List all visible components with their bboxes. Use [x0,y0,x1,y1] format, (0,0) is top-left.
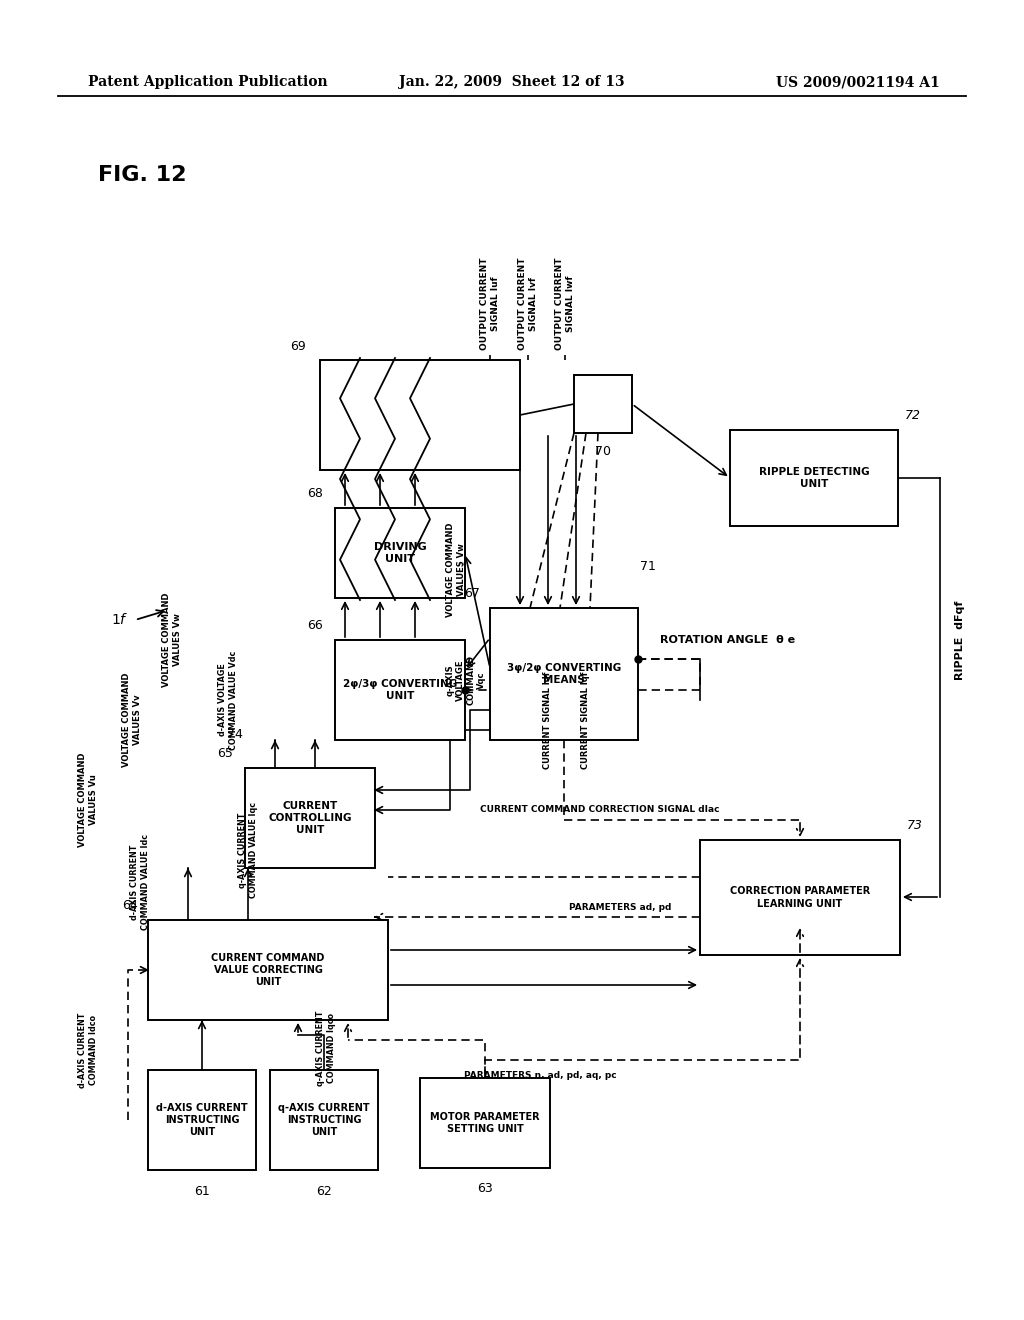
Text: q-AXIS
VOLTAGE
COMMAND
Vqc: q-AXIS VOLTAGE COMMAND Vqc [445,655,486,705]
Text: VOLTAGE COMMAND
VALUES Vv: VOLTAGE COMMAND VALUES Vv [122,673,141,767]
Bar [245,768,375,869]
Text: 70: 70 [595,445,611,458]
Text: VOLTAGE COMMAND
VALUES Vu: VOLTAGE COMMAND VALUES Vu [78,752,97,847]
Text: 67: 67 [464,587,480,601]
Text: 64: 64 [122,899,138,912]
Text: $1f$: $1f$ [112,612,129,627]
Text: CURRENT SIGNAL Idf: CURRENT SIGNAL Idf [544,672,553,768]
Bar [148,920,388,1020]
Text: 61: 61 [195,1185,210,1199]
Text: d-AXIS VOLTAGE
COMMAND VALUE Vdc: d-AXIS VOLTAGE COMMAND VALUE Vdc [218,651,238,750]
Text: OUTPUT CURRENT
SIGNAL Iwf: OUTPUT CURRENT SIGNAL Iwf [555,257,574,350]
Text: VOLTAGE COMMAND
VALUES Vw: VOLTAGE COMMAND VALUES Vw [446,523,466,618]
Text: PARAMETERS n, ad, pd, aq, pc: PARAMETERS n, ad, pd, aq, pc [464,1072,616,1081]
Text: q-AXIS CURRENT
COMMAND VALUE Iqc: q-AXIS CURRENT COMMAND VALUE Iqc [239,803,258,898]
Text: US 2009/0021194 A1: US 2009/0021194 A1 [776,75,940,88]
Text: d-AXIS CURRENT
INSTRUCTING
UNIT: d-AXIS CURRENT INSTRUCTING UNIT [157,1102,248,1138]
Text: 69: 69 [290,341,306,352]
Text: 71: 71 [640,560,656,573]
Text: Jan. 22, 2009  Sheet 12 of 13: Jan. 22, 2009 Sheet 12 of 13 [399,75,625,88]
Text: RIPPLE  dFqf: RIPPLE dFqf [955,601,965,680]
Text: 2φ/3φ CONVERTING
UNIT: 2φ/3φ CONVERTING UNIT [343,678,457,701]
Bar [148,1071,256,1170]
Text: PARAMETERS ad, pd: PARAMETERS ad, pd [568,903,671,912]
Bar [700,840,900,954]
Text: CURRENT COMMAND CORRECTION SIGNAL dIac: CURRENT COMMAND CORRECTION SIGNAL dIac [480,805,720,814]
Bar [270,1071,378,1170]
Bar [574,375,632,433]
Text: 72: 72 [905,409,921,422]
Text: CURRENT COMMAND
VALUE CORRECTING
UNIT: CURRENT COMMAND VALUE CORRECTING UNIT [211,953,325,987]
Text: CURRENT SIGNAL Iqf: CURRENT SIGNAL Iqf [582,672,591,768]
Text: ROTATION ANGLE  θ e: ROTATION ANGLE θ e [660,635,795,645]
Text: 66: 66 [307,619,323,632]
Text: 73: 73 [907,818,923,832]
Text: OUTPUT CURRENT
SIGNAL Iuf: OUTPUT CURRENT SIGNAL Iuf [480,257,500,350]
Text: CURRENT
CONTROLLING
UNIT: CURRENT CONTROLLING UNIT [268,801,352,836]
Text: 74: 74 [227,729,243,742]
Text: MOTOR PARAMETER
SETTING UNIT: MOTOR PARAMETER SETTING UNIT [430,1111,540,1134]
Text: 65: 65 [217,747,233,760]
Text: q-AXIS CURRENT
INSTRUCTING
UNIT: q-AXIS CURRENT INSTRUCTING UNIT [279,1102,370,1138]
Text: RIPPLE DETECTING
UNIT: RIPPLE DETECTING UNIT [759,467,869,490]
Text: q-AXIS CURRENT
COMMAND Iqco: q-AXIS CURRENT COMMAND Iqco [316,1010,336,1085]
Text: 63: 63 [477,1181,493,1195]
Bar [490,609,638,741]
Bar [420,1078,550,1168]
Text: VOLTAGE COMMAND
VALUES Vw: VOLTAGE COMMAND VALUES Vw [162,593,181,688]
Bar [335,508,465,598]
Bar [730,430,898,525]
Text: DRIVING
UNIT: DRIVING UNIT [374,541,426,564]
Text: CORRECTION PARAMETER
LEARNING UNIT: CORRECTION PARAMETER LEARNING UNIT [730,886,870,908]
Text: 62: 62 [316,1185,332,1199]
Text: OUTPUT CURRENT
SIGNAL Ivf: OUTPUT CURRENT SIGNAL Ivf [518,257,538,350]
Text: d-AXIS CURRENT
COMMAND VALUE Idc: d-AXIS CURRENT COMMAND VALUE Idc [130,834,150,931]
Text: d-AXIS CURRENT
COMMAND Idco: d-AXIS CURRENT COMMAND Idco [78,1012,97,1088]
Text: 68: 68 [307,487,323,500]
Text: FIG. 12: FIG. 12 [98,165,186,185]
Text: Patent Application Publication: Patent Application Publication [88,75,328,88]
Bar [335,640,465,741]
Text: 3φ/2φ CONVERTING
MEANS: 3φ/2φ CONVERTING MEANS [507,663,622,685]
Bar [319,360,520,470]
